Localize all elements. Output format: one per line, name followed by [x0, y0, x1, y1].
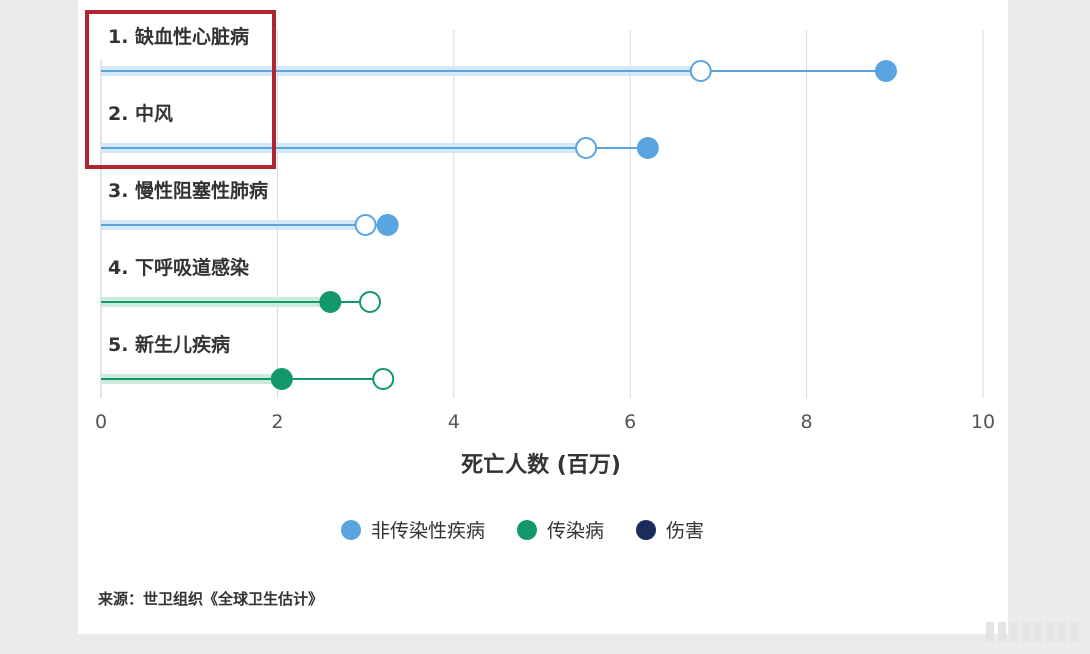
chart-row: 2. 中风 — [101, 102, 659, 159]
category-label: 1. 缺血性心脏病 — [108, 25, 249, 48]
chart-row: 4. 下呼吸道感染 — [101, 256, 382, 313]
legend-dot-icon — [517, 519, 538, 540]
x-tick-label: 6 — [624, 411, 636, 433]
chart-row: 5. 新生儿疾病 — [101, 333, 395, 390]
legend-label: 传染病 — [547, 520, 605, 542]
x-tick-label: 4 — [448, 411, 460, 433]
x-tick-label: 10 — [971, 411, 995, 433]
hollow-point — [575, 137, 598, 159]
filled-point — [376, 214, 399, 236]
legend-dot-icon — [636, 519, 657, 540]
chart-card: 0 2 4 6 8 10 1. 缺血性心脏病 2. 中风 3. 慢性阻塞性肺病 4. 下呼吸道感… — [78, 0, 1008, 634]
source-note: 来源：世卫组织《全球卫生估计》 — [98, 590, 324, 608]
hollow-point — [689, 60, 712, 82]
watermark — [986, 622, 1078, 642]
legend-dot-icon — [341, 519, 361, 540]
category-label: 4. 下呼吸道感染 — [108, 256, 249, 279]
hollow-point — [372, 368, 395, 390]
chart-rows: 1. 缺血性心脏病 2. 中风 3. 慢性阻塞性肺病 4. 下呼吸道感染 5. 新生儿疾… — [101, 25, 897, 390]
hollow-point — [354, 214, 377, 236]
highlight-box — [85, 10, 276, 169]
legend-label: 伤害 — [666, 520, 705, 542]
x-tick-label: 8 — [801, 411, 813, 433]
category-label: 3. 慢性阻塞性肺病 — [108, 179, 268, 202]
hollow-point — [359, 291, 382, 313]
chart-row: 3. 慢性阻塞性肺病 — [101, 179, 399, 236]
filled-point — [270, 368, 293, 390]
category-label: 5. 新生儿疾病 — [108, 333, 230, 356]
legend-item-injuries[interactable]: 伤害 — [636, 516, 704, 543]
legend: 非传染性疾病 传染病 伤害 — [341, 516, 736, 543]
dumbbell-chart: 0 2 4 6 8 10 1. 缺血性心脏病 2. 中风 3. 慢性阻塞性肺病 4. 下呼吸道感… — [95, 25, 995, 478]
x-axis-label: 死亡人数 (百万) — [461, 452, 621, 478]
x-axis: 0 2 4 6 8 10 — [95, 411, 995, 433]
filled-point — [874, 60, 897, 82]
legend-label: 非传染性疾病 — [371, 520, 486, 542]
chart-row: 1. 缺血性心脏病 — [101, 25, 897, 82]
x-tick-label: 2 — [271, 411, 283, 433]
filled-point — [636, 137, 659, 159]
legend-item-noncommunicable[interactable]: 非传染性疾病 — [341, 516, 485, 543]
filled-point — [319, 291, 342, 313]
legend-item-communicable[interactable]: 传染病 — [517, 516, 604, 543]
x-tick-label: 0 — [95, 411, 107, 433]
category-label: 2. 中风 — [108, 102, 173, 125]
